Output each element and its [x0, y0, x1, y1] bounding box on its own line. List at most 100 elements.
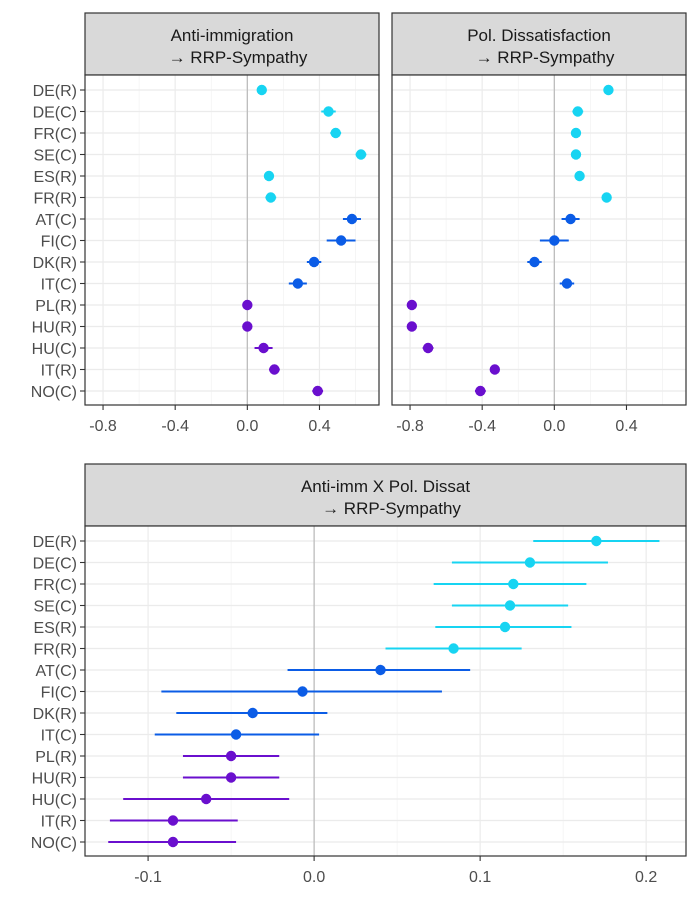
estimate-point — [247, 707, 258, 719]
x-tick-label: 0.0 — [543, 418, 565, 435]
panel-interaction: Anti-imm X Pol. Dissat → RRP-Sympathy -0.1… — [31, 463, 687, 886]
facet-title-line: Pol. Dissatisfaction — [467, 26, 611, 45]
y-tick-label: DE(R) — [33, 83, 77, 100]
estimate-point — [574, 170, 585, 182]
y-tick-label: IT(C) — [41, 277, 77, 294]
x-tick-label: 0.2 — [635, 869, 657, 886]
y-tick-label: ES(R) — [33, 620, 77, 637]
x-tick-label: -0.1 — [134, 869, 162, 886]
y-tick-label: NO(C) — [31, 384, 77, 401]
y-tick-label: IT(R) — [41, 363, 77, 380]
estimate-point — [601, 192, 612, 203]
y-tick-label: SE(C) — [33, 599, 77, 616]
estimate-point — [335, 235, 347, 246]
y-tick-label: NO(C) — [31, 835, 77, 852]
estimate-point — [561, 278, 573, 289]
estimate-point — [167, 815, 179, 826]
y-tick-label: FR(C) — [33, 126, 77, 143]
estimate-point — [475, 385, 486, 397]
x-tick-label: 0.0 — [236, 418, 258, 435]
estimate-point — [269, 364, 280, 375]
estimate-point — [572, 106, 583, 117]
y-tick-label: SE(C) — [33, 148, 77, 165]
estimate-point — [499, 621, 511, 633]
estimate-point — [355, 149, 367, 160]
estimate-point — [167, 836, 179, 848]
estimate-point — [529, 256, 540, 268]
facet-strip — [84, 12, 380, 76]
y-tick-label: FI(C) — [41, 234, 77, 251]
y-tick-label: ES(R) — [33, 169, 77, 186]
x-tick-label: 0.4 — [615, 418, 637, 435]
panel-border — [391, 74, 687, 406]
y-tick-label: AT(C) — [36, 212, 77, 229]
y-tick-label: DK(R) — [33, 255, 77, 272]
y-tick-label: DE(R) — [33, 534, 77, 551]
estimate-point — [330, 127, 341, 139]
estimate-point — [524, 557, 536, 568]
facet-strip — [84, 463, 687, 527]
facet-title-line: → RRP-Sympathy — [476, 48, 615, 67]
estimate-point — [265, 192, 276, 203]
estimate-point — [508, 578, 519, 590]
y-tick-label: DE(C) — [33, 556, 77, 573]
x-tick-label: -0.4 — [468, 418, 496, 435]
facet-title-line: Anti-immigration — [171, 26, 294, 45]
estimate-point — [489, 364, 501, 375]
y-tick-label: IT(R) — [41, 814, 77, 831]
estimate-point — [242, 299, 253, 311]
estimate-point — [230, 729, 242, 740]
y-tick-label: DE(C) — [33, 105, 77, 122]
y-tick-label: IT(C) — [41, 728, 77, 745]
estimate-point — [225, 772, 237, 783]
y-tick-label: HU(R) — [32, 320, 77, 337]
panel-anti-immigration: Anti-immigration → RRP-Sympathy -0.8 -0.4 0.… — [31, 12, 380, 435]
estimate-point — [308, 256, 320, 268]
estimate-point — [406, 321, 418, 332]
x-tick-label: -0.8 — [89, 418, 117, 435]
y-tick-label: FR(C) — [33, 577, 77, 594]
y-tick-label: FR(R) — [33, 191, 77, 208]
estimate-point — [570, 127, 582, 139]
estimate-point — [263, 170, 275, 182]
y-tick-label: PL(R) — [35, 749, 77, 766]
y-tick-label: AT(C) — [36, 663, 77, 680]
x-tick-label: 0.4 — [308, 418, 330, 435]
estimate-point — [448, 643, 459, 654]
estimate-point — [406, 299, 418, 311]
facet-title-line: Anti-imm X Pol. Dissat — [301, 477, 470, 496]
panel-pol-dissatisfaction: Pol. Dissatisfaction → RRP-Sympathy -0.8 -0… — [391, 12, 687, 435]
y-tick-label: HU(C) — [32, 792, 77, 809]
estimate-point — [292, 278, 304, 289]
x-tick-label: 0.0 — [303, 869, 325, 886]
estimate-point — [242, 321, 253, 332]
estimate-point — [504, 600, 516, 611]
y-tick-label: FR(R) — [33, 642, 77, 659]
estimate-point — [570, 149, 582, 160]
estimate-point — [422, 342, 434, 354]
estimate-point — [603, 84, 614, 96]
x-tick-label: -0.4 — [161, 418, 189, 435]
facet-strip — [391, 12, 687, 76]
estimate-point — [200, 793, 212, 805]
estimate-point — [549, 235, 560, 246]
y-tick-label: FI(C) — [41, 685, 77, 702]
estimate-point — [346, 213, 358, 225]
estimate-point — [323, 106, 334, 117]
facet-title-line: → RRP-Sympathy — [322, 499, 461, 518]
y-tick-label: HU(C) — [32, 341, 77, 358]
estimate-point — [565, 213, 576, 225]
x-tick-label: -0.8 — [396, 418, 424, 435]
estimate-point — [297, 686, 308, 697]
y-tick-label: PL(R) — [35, 298, 77, 315]
estimate-point — [591, 535, 602, 547]
facet-title-line: → RRP-Sympathy — [169, 48, 308, 67]
x-tick-label: 0.1 — [469, 869, 491, 886]
y-tick-label: HU(R) — [32, 771, 77, 788]
estimate-point — [225, 750, 237, 762]
y-tick-label: DK(R) — [33, 706, 77, 723]
estimate-point — [312, 385, 323, 397]
estimate-point — [375, 664, 386, 676]
estimate-point — [258, 342, 269, 354]
